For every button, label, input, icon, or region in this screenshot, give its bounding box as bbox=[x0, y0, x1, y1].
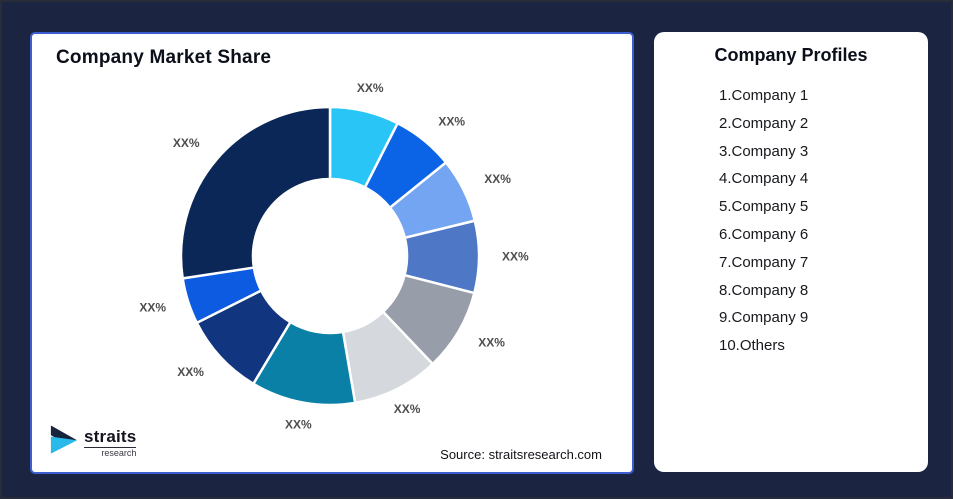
profiles-title: Company Profiles bbox=[714, 45, 868, 65]
profile-item: 7.Company 7 bbox=[719, 253, 809, 271]
segment-label: XX% bbox=[173, 136, 200, 150]
profile-item: 2.Company 2 bbox=[719, 114, 809, 132]
segment-label: XX% bbox=[502, 249, 529, 263]
segment-label: XX% bbox=[484, 172, 511, 186]
segment-label: XX% bbox=[177, 365, 204, 379]
profile-item: 10.Others bbox=[719, 337, 785, 355]
profile-item: 5.Company 5 bbox=[719, 198, 809, 216]
straits-logo-text: straits research bbox=[84, 427, 137, 458]
profile-item: 1.Company 1 bbox=[719, 87, 809, 104]
profiles-list: 1.Company 1 2.Company 2 3.Company 3 4.Co… bbox=[719, 82, 808, 360]
segment-label: XX% bbox=[478, 335, 505, 349]
profile-item: 8.Company 8 bbox=[719, 281, 809, 299]
straits-logo: straits research bbox=[48, 423, 137, 458]
segment-label: XX% bbox=[139, 300, 166, 314]
profile-item: 6.Company 6 bbox=[719, 225, 809, 243]
logo-name: straits bbox=[84, 427, 137, 446]
logo-subtitle: research bbox=[101, 448, 137, 458]
donut-chart: XX% XX% XX% XX% XX% XX% XX% XX% XX% XX% bbox=[139, 81, 529, 431]
source-text: Source: straitsresearch.com bbox=[440, 447, 602, 462]
profile-item: 9.Company 9 bbox=[719, 309, 809, 327]
profile-item: 4.Company 4 bbox=[719, 170, 809, 188]
segment-label: XX% bbox=[394, 402, 421, 416]
logo-divider bbox=[84, 447, 137, 448]
profile-item: 3.Company 3 bbox=[719, 142, 809, 160]
segment-label: XX% bbox=[285, 417, 312, 431]
chart-title: Company Market Share bbox=[56, 47, 272, 68]
company-profiles-card: Company Profiles 1.Company 1 2.Company 2… bbox=[654, 32, 928, 472]
segment-label: XX% bbox=[357, 81, 384, 95]
market-share-card: Company Market Share XX% XX% XX% XX% XX% XX% X… bbox=[30, 32, 634, 474]
donut-segment bbox=[179, 105, 332, 280]
straits-logo-icon bbox=[50, 425, 78, 454]
segment-label: XX% bbox=[438, 115, 465, 129]
